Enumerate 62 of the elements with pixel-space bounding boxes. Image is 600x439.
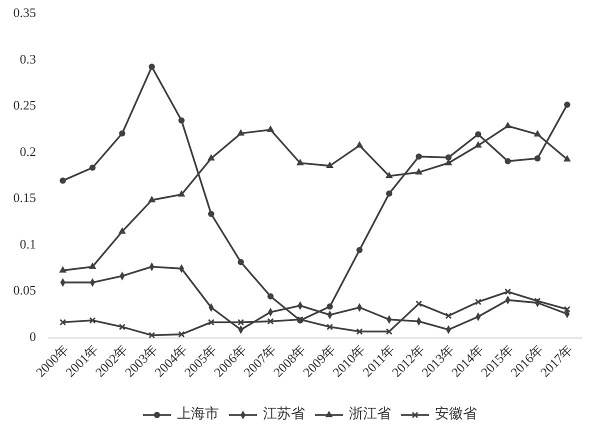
point [238,319,244,326]
point [208,210,214,218]
point [60,319,66,326]
legend-label: 安徽省 [435,406,477,422]
point [208,319,214,326]
point [386,190,392,197]
y-tick-label: 0.35 [13,4,36,20]
y-tick-label: 0.1 [20,236,36,252]
point [207,154,215,161]
point [119,324,126,330]
point [238,258,244,266]
point [415,168,423,174]
point [356,246,363,254]
point [296,158,304,166]
point [504,158,511,164]
point [564,102,570,108]
point [60,178,66,184]
point [475,298,482,305]
point [148,64,155,70]
point [266,125,274,132]
point [178,190,186,197]
point [504,288,511,295]
y-tick-label: 0.15 [13,190,36,206]
point [385,172,393,178]
point [445,154,452,161]
y-tick-label: 0.05 [13,282,36,298]
point [356,141,364,148]
point [416,300,422,307]
point [89,317,96,324]
point [563,155,571,162]
point [178,117,185,124]
legend-label: 上海市 [177,406,219,422]
point [59,266,67,273]
point [178,331,185,338]
point [119,130,126,137]
point [445,312,452,319]
point [88,262,96,269]
legend-label: 江苏省 [263,406,305,422]
point [267,318,274,324]
point [356,328,363,335]
y-tick-label: 0.2 [20,144,36,159]
point [534,130,542,136]
point [89,164,96,171]
point [326,303,333,310]
point [504,122,512,128]
legend-label: 浙江省 [349,406,391,422]
point [148,196,156,202]
point [118,227,126,234]
point [326,162,334,168]
point [237,129,245,136]
y-tick-label: 0 [30,328,36,344]
point [475,131,482,138]
point [564,306,570,312]
point [386,328,392,335]
point [148,332,155,338]
point [534,155,541,162]
point [326,324,333,330]
point [267,293,274,300]
y-tick-label: 0.25 [13,98,36,113]
point [416,153,422,160]
point [474,141,482,148]
y-tick-label: 0.3 [20,51,36,66]
